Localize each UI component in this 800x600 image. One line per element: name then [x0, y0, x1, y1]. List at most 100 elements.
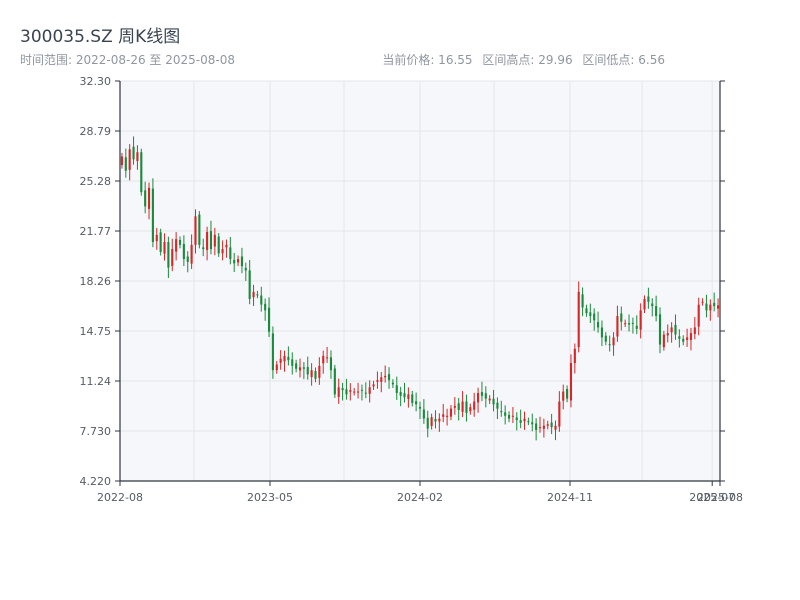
candle	[585, 304, 588, 317]
candle	[302, 362, 305, 380]
candle-body	[581, 294, 584, 308]
candle-body	[353, 391, 356, 393]
candle-body	[531, 422, 534, 425]
candle-body	[310, 370, 313, 378]
candle-body	[202, 247, 205, 250]
candle-body	[504, 412, 507, 416]
candle	[670, 322, 673, 343]
candle-body	[635, 325, 638, 329]
candle-body	[686, 337, 689, 340]
candle	[527, 417, 530, 426]
candle-body	[124, 157, 127, 171]
candle-body	[554, 425, 557, 430]
candle-body	[515, 417, 518, 421]
candle-body	[240, 256, 243, 267]
candle	[155, 227, 158, 250]
candle-body	[120, 156, 123, 166]
candle	[260, 286, 263, 312]
candle	[171, 238, 174, 272]
candle-body	[666, 333, 669, 336]
candle-body	[449, 408, 453, 417]
candle	[415, 392, 418, 412]
candle	[295, 359, 298, 373]
candle-body	[430, 417, 433, 427]
candle-body	[651, 303, 654, 307]
candle-body	[422, 409, 425, 419]
candle-body	[329, 357, 333, 371]
candle-body	[662, 334, 665, 348]
candle-body	[426, 417, 429, 429]
candle	[492, 389, 495, 412]
candle	[577, 281, 580, 353]
candle-body	[387, 374, 391, 381]
candle	[689, 327, 693, 351]
date-range-label: 时间范围: 2022-08-26 至 2025-08-08	[20, 53, 235, 67]
y-tick-label: 25.28	[80, 175, 112, 188]
candle-body	[608, 344, 611, 346]
candle	[206, 226, 209, 261]
candle	[457, 397, 460, 421]
candle-body	[267, 307, 271, 332]
candle	[662, 331, 665, 351]
candle	[310, 363, 313, 386]
candle-body	[670, 327, 673, 333]
candle	[248, 260, 251, 305]
candle	[147, 182, 151, 220]
candle	[446, 408, 449, 426]
candle	[333, 364, 336, 398]
candle	[318, 357, 321, 385]
candle	[287, 346, 290, 366]
candle	[643, 295, 646, 314]
candle	[298, 358, 302, 378]
candle-body	[217, 236, 220, 254]
candle-body	[701, 301, 704, 303]
candle-body	[643, 298, 646, 310]
candle-body	[248, 270, 251, 299]
candle	[682, 335, 685, 346]
candle-body	[368, 387, 371, 394]
candle	[674, 314, 677, 340]
candle	[194, 209, 197, 254]
candle	[229, 236, 232, 265]
candle	[624, 319, 627, 328]
candle	[693, 317, 696, 340]
candle-body	[639, 310, 642, 330]
candle-body	[380, 377, 383, 382]
candle-body	[616, 316, 619, 337]
axes: 32.30 28.79 25.28 21.77 18.26 14.75 11.24 7.730…	[80, 75, 743, 504]
candle	[581, 287, 584, 317]
candle	[190, 234, 193, 269]
candle-body	[604, 335, 607, 342]
candle-body	[631, 322, 634, 324]
candle-body	[364, 392, 367, 394]
candle	[473, 392, 476, 417]
candle-body	[244, 267, 247, 271]
candle	[477, 387, 480, 413]
y-tick-label: 14.75	[80, 325, 112, 338]
range-low-label: 区间低点: 6.56	[582, 53, 665, 67]
candle-body	[507, 414, 511, 419]
candle	[538, 416, 542, 433]
candle	[535, 418, 538, 441]
candle-body	[147, 187, 151, 209]
candle	[496, 397, 499, 420]
y-tick-label: 7.730	[80, 425, 112, 438]
candle-body	[546, 424, 549, 426]
candle-body	[492, 398, 495, 405]
candle-body	[225, 244, 228, 248]
candle	[569, 354, 573, 408]
candle	[713, 292, 716, 312]
candle	[306, 356, 309, 380]
candle	[434, 410, 437, 429]
candle	[422, 399, 425, 424]
candle	[151, 178, 154, 248]
y-tick-label: 4.220	[80, 475, 112, 488]
candle-body	[233, 259, 236, 264]
candle-body	[600, 327, 603, 338]
candle-body	[593, 313, 596, 321]
candle-body	[237, 259, 240, 263]
candle	[705, 294, 708, 318]
price-stats: 当前价格: 16.55 区间高点: 29.96 区间低点: 6.56	[376, 51, 665, 68]
candle	[353, 387, 356, 396]
candle-body	[349, 390, 352, 392]
